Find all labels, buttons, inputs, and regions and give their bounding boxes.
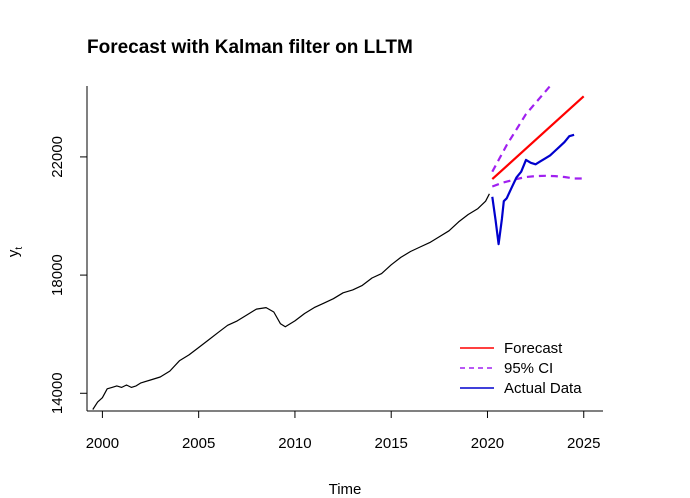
series-line-1 <box>92 193 490 410</box>
legend-label: Actual Data <box>504 380 582 397</box>
legend-label: 95% CI <box>504 360 553 377</box>
y-tick-label: 18000 <box>49 254 66 296</box>
x-tick-label: 2010 <box>278 435 311 452</box>
y-tick-label: 14000 <box>49 372 66 414</box>
x-tick-label: 2000 <box>86 435 119 452</box>
x-tick-label: 2020 <box>471 435 504 452</box>
x-tick-label: 2005 <box>182 435 215 452</box>
x-tick-label: 2015 <box>375 435 408 452</box>
legend-label: Forecast <box>504 340 563 357</box>
legend: Forecast 95% CI Actual Data <box>460 340 582 397</box>
y-axis-label-subscript: t <box>14 247 25 250</box>
chart-title: Forecast with Kalman filter on LLTM <box>87 37 413 58</box>
y-tick-label: 22000 <box>49 136 66 178</box>
series-layer <box>92 85 585 410</box>
x-ticks: 2000 2005 2010 2015 2020 2025 <box>86 411 600 452</box>
series-line-4 <box>491 174 584 188</box>
y-axis-label-main: y <box>5 249 22 257</box>
x-tick-label: 2025 <box>567 435 600 452</box>
y-axis-label: yt <box>5 247 25 258</box>
series-line-2 <box>491 95 585 180</box>
series-line-5 <box>491 133 575 246</box>
x-axis-label: Time <box>329 481 362 498</box>
series-line-3 <box>491 85 551 173</box>
y-ticks: 14000 18000 22000 <box>49 136 87 414</box>
